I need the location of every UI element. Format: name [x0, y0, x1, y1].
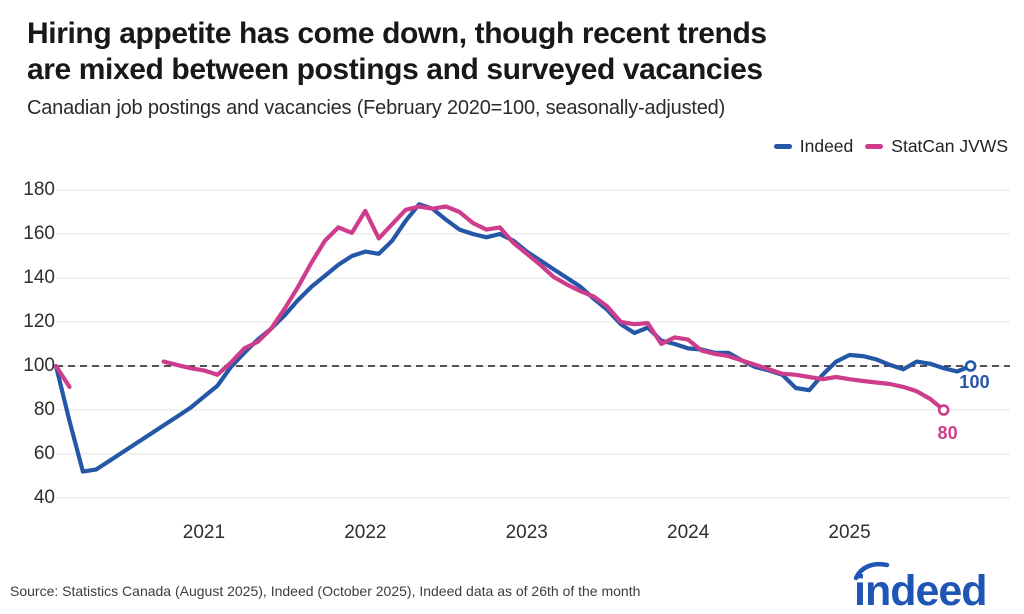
x-tick-label: 2022: [344, 522, 387, 543]
indeed-logo-graphic: indeed: [853, 561, 988, 614]
legend-swatch-indeed: [773, 144, 792, 149]
series-end-value-label: 100: [959, 372, 990, 392]
source-note: Source: Statistics Canada (August 2025),…: [10, 583, 641, 599]
legend-item-statcan: StatCan JVWS: [865, 136, 1008, 157]
legend-swatch-statcan: [865, 144, 884, 149]
x-tick-label: 2021: [182, 522, 226, 543]
indeed-logo: indeed: [852, 560, 1010, 614]
legend: Indeed StatCan JVWS: [773, 136, 1008, 157]
indeed-line: [53, 202, 973, 474]
chart-title-line1: Hiring appetite has come down, though re…: [27, 17, 767, 50]
indeed-logo-text: indeed: [854, 567, 987, 610]
chart-title: Hiring appetite has come down, though re…: [27, 16, 767, 88]
y-tick-label: 100: [23, 355, 55, 376]
legend-label-indeed: Indeed: [799, 136, 854, 156]
series-end-value-label: 80: [937, 423, 958, 443]
x-tick-label: 2023: [505, 522, 548, 543]
series-end-marker: [937, 404, 950, 416]
y-tick-label: 180: [23, 179, 55, 200]
x-tick-label: 2024: [667, 522, 710, 543]
y-tick-label: 80: [33, 399, 55, 420]
y-tick-label: 60: [33, 443, 55, 464]
statcan-jvws-line: [53, 204, 946, 413]
series-end-marker: [964, 360, 977, 372]
logo-arc-icon: [853, 561, 890, 581]
chart-title-line2: are mixed between postings and surveyed …: [27, 53, 763, 86]
chart-subtitle: Canadian job postings and vacancies (Feb…: [27, 97, 726, 119]
legend-label-statcan: StatCan JVWS: [891, 136, 1008, 156]
y-tick-label: 140: [23, 267, 55, 288]
y-tick-label: 120: [23, 311, 55, 332]
x-tick-label: 2025: [828, 522, 871, 543]
y-tick-label: 40: [33, 487, 55, 508]
legend-item-indeed: Indeed: [773, 136, 854, 157]
y-tick-label: 160: [23, 223, 55, 244]
